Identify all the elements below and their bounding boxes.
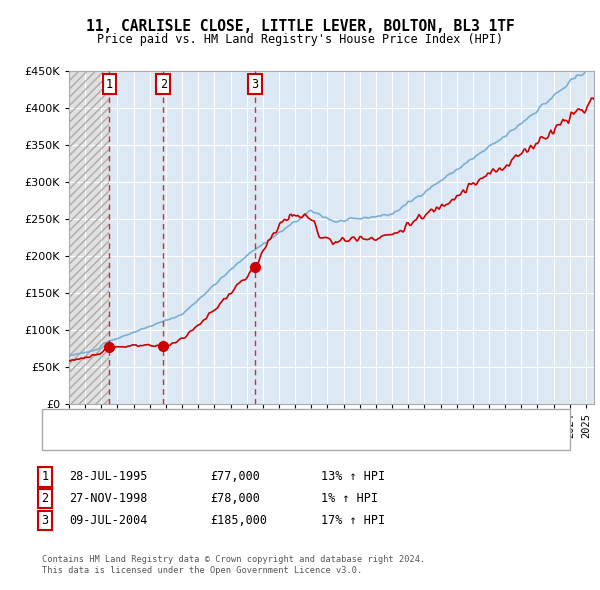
Text: 2: 2 [41, 492, 49, 505]
Bar [69, 71, 109, 404]
Text: 28-JUL-1995: 28-JUL-1995 [69, 470, 148, 483]
Text: 3: 3 [41, 514, 49, 527]
Bar [69, 71, 109, 404]
Text: Price paid vs. HM Land Registry's House Price Index (HPI): Price paid vs. HM Land Registry's House … [97, 33, 503, 46]
Text: 27-NOV-1998: 27-NOV-1998 [69, 492, 148, 505]
Text: 1: 1 [41, 470, 49, 483]
Text: £77,000: £77,000 [210, 470, 260, 483]
Text: 13% ↑ HPI: 13% ↑ HPI [321, 470, 385, 483]
Text: 11, CARLISLE CLOSE, LITTLE LEVER, BOLTON, BL3 1TF (detached house): 11, CARLISLE CLOSE, LITTLE LEVER, BOLTON… [87, 416, 499, 426]
Text: 11, CARLISLE CLOSE, LITTLE LEVER, BOLTON, BL3 1TF: 11, CARLISLE CLOSE, LITTLE LEVER, BOLTON… [86, 19, 514, 34]
Text: HPI: Average price, detached house, Bolton: HPI: Average price, detached house, Bolt… [87, 433, 349, 443]
Text: 17% ↑ HPI: 17% ↑ HPI [321, 514, 385, 527]
Text: 09-JUL-2004: 09-JUL-2004 [69, 514, 148, 527]
Text: Contains HM Land Registry data © Crown copyright and database right 2024.: Contains HM Land Registry data © Crown c… [42, 555, 425, 564]
Text: This data is licensed under the Open Government Licence v3.0.: This data is licensed under the Open Gov… [42, 566, 362, 575]
Text: £185,000: £185,000 [210, 514, 267, 527]
Text: 1% ↑ HPI: 1% ↑ HPI [321, 492, 378, 505]
Text: 1: 1 [106, 78, 113, 91]
Text: 3: 3 [251, 78, 259, 91]
Text: £78,000: £78,000 [210, 492, 260, 505]
Text: 2: 2 [160, 78, 167, 91]
